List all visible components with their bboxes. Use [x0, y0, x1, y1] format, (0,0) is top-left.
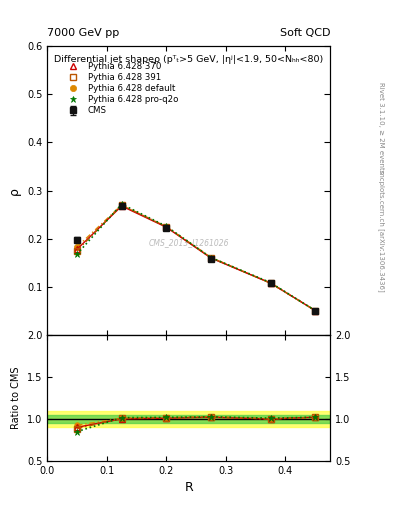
Pythia 6.428 default: [313, 308, 318, 314]
Pythia 6.428 391: [119, 202, 124, 208]
X-axis label: R: R: [184, 481, 193, 494]
Pythia 6.428 370: [119, 203, 124, 209]
Line: Pythia 6.428 default: Pythia 6.428 default: [74, 202, 318, 314]
Legend: Pythia 6.428 370, Pythia 6.428 391, Pythia 6.428 default, Pythia 6.428 pro-q2o, : Pythia 6.428 370, Pythia 6.428 391, Pyth…: [60, 59, 180, 118]
Text: 7000 GeV pp: 7000 GeV pp: [47, 28, 119, 38]
Pythia 6.428 default: [75, 244, 79, 250]
Y-axis label: Ratio to CMS: Ratio to CMS: [11, 367, 21, 429]
Line: Pythia 6.428 391: Pythia 6.428 391: [74, 202, 318, 314]
Pythia 6.428 370: [164, 224, 169, 230]
Text: Differential jet shapeρ (pᵀₜ>5 GeV, |ηʲ|<1.9, 50<Nₕₕ<80): Differential jet shapeρ (pᵀₜ>5 GeV, |ηʲ|…: [54, 55, 323, 64]
Pythia 6.428 default: [268, 280, 273, 286]
Text: mcplots.cern.ch [arXiv:1306.3436]: mcplots.cern.ch [arXiv:1306.3436]: [378, 169, 385, 291]
Pythia 6.428 default: [209, 254, 213, 261]
Pythia 6.428 370: [268, 280, 273, 286]
Pythia 6.428 370: [75, 246, 79, 252]
Pythia 6.428 pro-q2o: [75, 251, 79, 257]
Text: Rivet 3.1.10, ≥ 2M events: Rivet 3.1.10, ≥ 2M events: [378, 82, 384, 174]
Pythia 6.428 pro-q2o: [268, 280, 273, 286]
Bar: [47, 411, 330, 428]
Pythia 6.428 pro-q2o: [164, 223, 169, 229]
Pythia 6.428 370: [313, 308, 318, 314]
Bar: [47, 415, 330, 423]
Pythia 6.428 default: [119, 202, 124, 208]
Line: Pythia 6.428 pro-q2o: Pythia 6.428 pro-q2o: [73, 201, 319, 314]
Pythia 6.428 pro-q2o: [209, 254, 213, 261]
Text: Soft QCD: Soft QCD: [280, 28, 330, 38]
Pythia 6.428 default: [164, 224, 169, 230]
Pythia 6.428 pro-q2o: [313, 308, 318, 314]
Line: Pythia 6.428 370: Pythia 6.428 370: [74, 203, 318, 314]
Text: CMS_2013_I1261026: CMS_2013_I1261026: [149, 238, 229, 247]
Y-axis label: ρ: ρ: [8, 187, 21, 195]
Pythia 6.428 391: [75, 248, 79, 254]
Pythia 6.428 391: [313, 308, 318, 314]
Pythia 6.428 391: [164, 224, 169, 230]
Pythia 6.428 370: [209, 255, 213, 261]
Pythia 6.428 391: [268, 280, 273, 286]
Pythia 6.428 pro-q2o: [119, 201, 124, 207]
Pythia 6.428 391: [209, 254, 213, 261]
